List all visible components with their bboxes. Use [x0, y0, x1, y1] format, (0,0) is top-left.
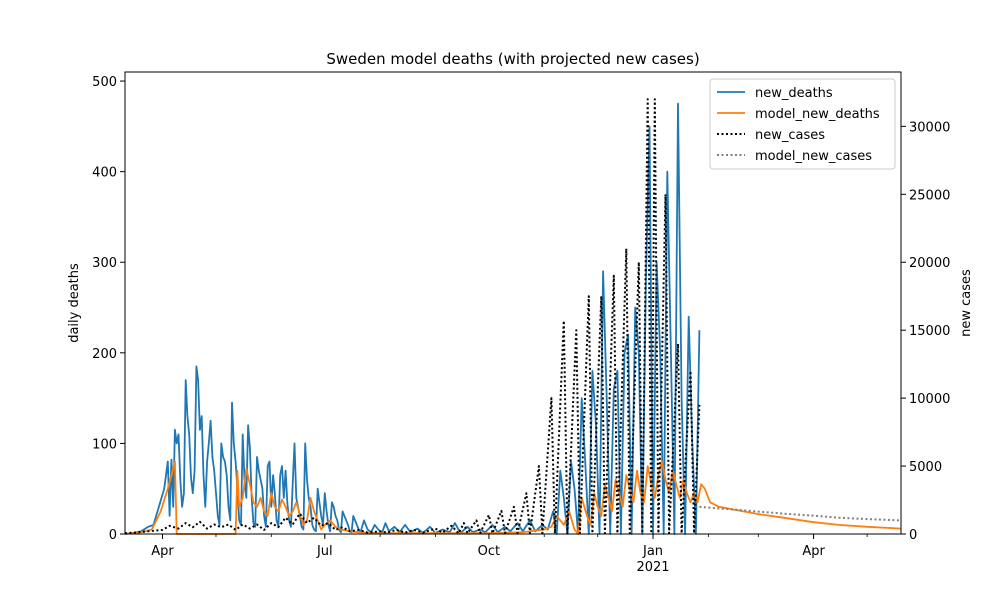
series-line-new-cases [124, 98, 701, 535]
y-right-tick-label: 30000 [909, 120, 950, 135]
x-tick-label: Oct [478, 544, 500, 559]
y-left-tick-label: 200 [92, 347, 117, 362]
y-left-tick-label: 300 [92, 256, 117, 271]
x-tick-label: Apr [151, 544, 174, 559]
y-left-tick-label: 100 [92, 437, 117, 452]
legend-label: new_cases [755, 128, 825, 143]
y-left-tick-label: 500 [92, 75, 117, 90]
y-right-tick-label: 10000 [909, 392, 950, 407]
series-line-new-deaths [124, 102, 701, 535]
y-right-tick-label: 15000 [909, 324, 950, 339]
y-axis-left-label: daily deaths [67, 263, 82, 343]
x-tick-year-label: 2021 [636, 560, 669, 575]
y-right-tick-label: 5000 [909, 460, 942, 475]
legend-label: model_new_cases [755, 149, 872, 164]
series-line-model-new-deaths [124, 460, 902, 535]
y-axis-right: 0 5000 10000 15000 20000 25000 30000 [901, 120, 950, 543]
y-axis-right-label: new cases [959, 269, 974, 337]
series-layer [124, 98, 902, 535]
legend-label: new_deaths [755, 86, 833, 101]
legend-box [709, 78, 896, 170]
y-axis-left: 0 100 200 300 400 500 [92, 75, 125, 543]
y-right-tick-label: 20000 [909, 256, 950, 271]
legend: new_deaths model_new_deaths new_casesmodel… [709, 78, 896, 170]
plot-border [124, 71, 902, 535]
y-left-tick-label: 400 [92, 166, 117, 181]
chart-title: Sweden model deaths (with projected new … [326, 50, 699, 68]
x-tick-label: Apr [802, 544, 825, 559]
y-right-tick-label: 25000 [909, 188, 950, 203]
x-tick-label: Jan [642, 544, 663, 559]
y-left-tick-label: 0 [109, 528, 117, 543]
series-line-model-new-cases [699, 505, 902, 522]
y-right-tick-label: 0 [909, 528, 917, 543]
x-tick-label: Jul [316, 544, 333, 559]
legend-label: model_new_deaths [755, 107, 880, 122]
